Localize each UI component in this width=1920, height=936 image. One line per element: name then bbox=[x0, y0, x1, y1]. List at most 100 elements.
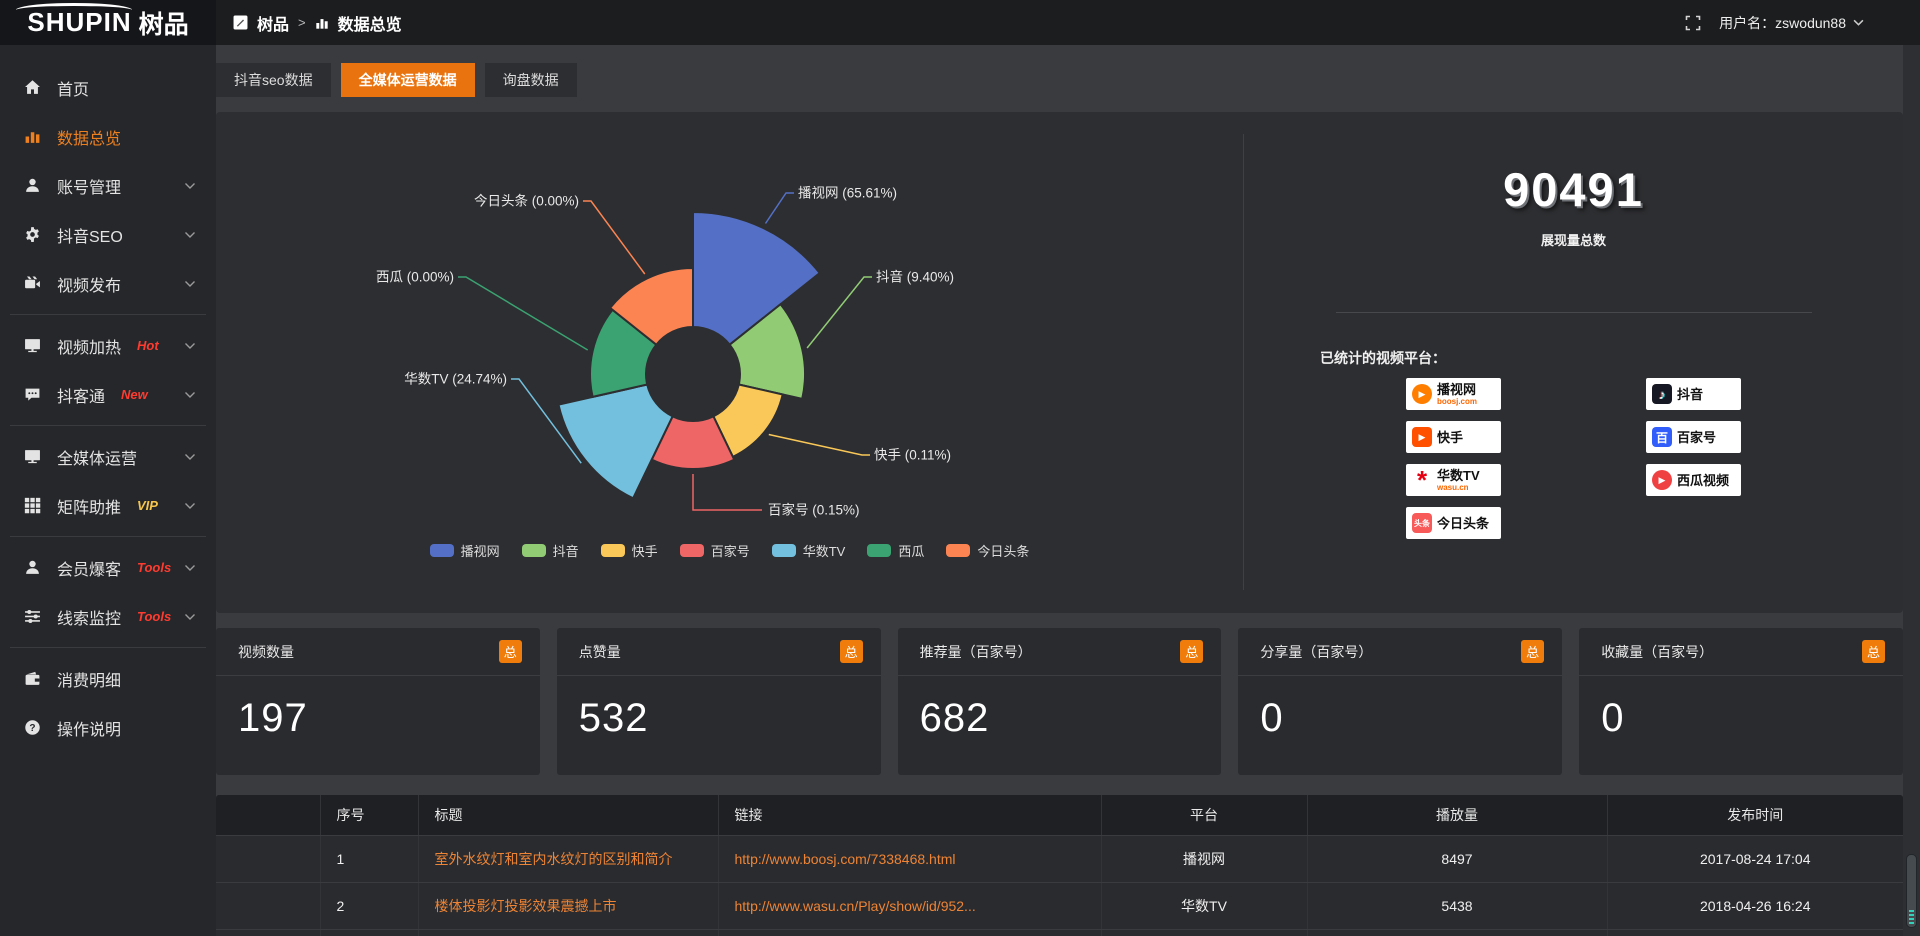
video-title-link[interactable]: 楼体投影灯投影效果震撼上市 bbox=[434, 897, 617, 914]
pie-label-百家号: 百家号 (0.15%) bbox=[768, 502, 860, 518]
sidebar-item-操作说明[interactable]: ? 操作说明 bbox=[0, 703, 216, 752]
user-menu[interactable]: 用户名：zswodun88 bbox=[1719, 13, 1864, 33]
sidebar-item-线索监控[interactable]: 线索监控 Tools bbox=[0, 592, 216, 641]
legend-item-今日头条[interactable]: 今日头条 bbox=[946, 541, 1029, 560]
sliders-icon bbox=[24, 608, 42, 626]
stat-card-value: 0 bbox=[1601, 696, 1625, 740]
cell-published: 2018-04-26 16:24 bbox=[1607, 882, 1903, 930]
grid-icon bbox=[24, 497, 42, 515]
platform-name: 今日头条 bbox=[1437, 515, 1490, 531]
logo: SHUPIN 树品 bbox=[0, 0, 216, 45]
platform-name: 华数TV bbox=[1437, 467, 1480, 483]
legend-item-西瓜[interactable]: 西瓜 bbox=[867, 541, 924, 560]
monitor-icon bbox=[24, 337, 42, 355]
tab-抖音seo数据[interactable]: 抖音seo数据 bbox=[216, 63, 331, 97]
sidebar-item-矩阵助推[interactable]: 矩阵助推 VIP bbox=[0, 481, 216, 530]
rose-pie-chart: 播视网 (65.61%) 抖音 (9.40%) 快手 (0.11%) 百家号 (0.1… bbox=[376, 186, 954, 518]
sidebar-item-抖音SEO[interactable]: 抖音SEO bbox=[0, 210, 216, 259]
platform-badge-今日头条: 头条 今日头条 bbox=[1406, 507, 1501, 539]
chevron-down-icon bbox=[184, 502, 196, 510]
sidebar-divider bbox=[10, 314, 206, 315]
sidebar-item-label: 账号管理 bbox=[57, 179, 122, 197]
screen-icon bbox=[24, 448, 42, 466]
summary-panel: 90491 展现量总数 已统计的视频平台： ▶ 播视网 boosj.com ♪ 抖音 ▶ 快… bbox=[1244, 112, 1903, 613]
boosj-logo: ▶ bbox=[1412, 384, 1432, 404]
page-scrollbar[interactable] bbox=[1903, 45, 1920, 936]
panel-divider bbox=[1243, 134, 1244, 590]
pie-slice-今日头条[interactable] bbox=[608, 266, 694, 347]
legend-item-百家号[interactable]: 百家号 bbox=[679, 541, 750, 560]
main-content: 抖音seo数据 全媒体运营数据 询盘数据 播视网 (65.61%) 抖音 (9.40%… bbox=[216, 45, 1903, 936]
sidebar-item-消费明细[interactable]: 消费明细 bbox=[0, 654, 216, 703]
legend-label: 播视网 bbox=[460, 544, 500, 559]
legend-item-播视网[interactable]: 播视网 bbox=[429, 541, 500, 560]
stat-card-收藏量（百家号）: 收藏量（百家号） 总 0 bbox=[1579, 628, 1903, 775]
sidebar-item-账号管理[interactable]: 账号管理 bbox=[0, 161, 216, 210]
tab-全媒体运营数据[interactable]: 全媒体运营数据 bbox=[340, 63, 475, 97]
chart-legend: 播视网 抖音 快手 百家号 华数TV 西瓜 今日头条 bbox=[216, 541, 1243, 560]
bar-chart-icon bbox=[315, 16, 329, 30]
pie-label-华数TV: 华数TV (24.74%) bbox=[404, 372, 507, 387]
pie-label-今日头条: 今日头条 (0.00%) bbox=[474, 193, 579, 209]
douyin-logo: ♪ bbox=[1652, 384, 1672, 404]
breadcrumb-item-home[interactable]: 树品 bbox=[257, 16, 290, 34]
video-url-link[interactable]: http://www.boosj.com/7338468.html bbox=[734, 850, 956, 867]
total-badge: 总 bbox=[839, 640, 863, 663]
platforms-grid: ▶ 播视网 boosj.com ♪ 抖音 ▶ 快手 百百家号 * 华数TV wasu.cn ▶ 西瓜视频… bbox=[1406, 378, 1741, 539]
pie-label-line-西瓜 bbox=[458, 276, 589, 351]
pie-label-西瓜: 西瓜 (0.00%) bbox=[376, 270, 454, 285]
sidebar-item-视频加热[interactable]: 视频加热 Hot bbox=[0, 321, 216, 370]
platform-badge-快手: ▶ 快手 bbox=[1406, 421, 1501, 453]
legend-item-快手[interactable]: 快手 bbox=[600, 541, 658, 560]
stat-card-分享量（百家号）: 分享量（百家号） 总 0 bbox=[1238, 628, 1563, 775]
cell-platform: 华数TV bbox=[1101, 882, 1308, 930]
chevron-down-icon bbox=[184, 280, 196, 288]
platform-name: 快手 bbox=[1437, 429, 1464, 445]
platform-badge-华数TV: * 华数TV wasu.cn bbox=[1406, 464, 1501, 496]
legend-label: 百家号 bbox=[710, 544, 750, 559]
fullscreen-icon[interactable] bbox=[1685, 15, 1701, 31]
video-title-link[interactable]: 室外水纹灯和室内水纹灯的区别和简介 bbox=[434, 850, 673, 867]
scrollbar-thumb[interactable] bbox=[1906, 854, 1917, 928]
help-icon: ? bbox=[24, 719, 42, 737]
user-icon bbox=[24, 559, 42, 577]
legend-item-抖音[interactable]: 抖音 bbox=[521, 541, 579, 560]
legend-label: 抖音 bbox=[552, 544, 579, 559]
breadcrumb-item-current: 数据总览 bbox=[337, 16, 402, 34]
stat-cards-row: 视频数量总 197 点赞量总 532 推荐量（百家号）总 682 分享量（百家号）总 0 收藏量… bbox=[216, 628, 1903, 775]
svg-text:?: ? bbox=[29, 723, 35, 734]
sidebar-item-首页[interactable]: 首页 bbox=[0, 63, 216, 112]
pie-label-抖音: 抖音 (9.40%) bbox=[876, 269, 954, 285]
cell-index: 2 bbox=[320, 882, 419, 930]
pie-slice-百家号[interactable] bbox=[650, 414, 736, 470]
chat-icon bbox=[24, 386, 42, 404]
pie-label-播视网: 播视网 (65.61%) bbox=[798, 186, 897, 201]
video-url-link[interactable]: http://www.wasu.cn/Play/show/id/952... bbox=[734, 897, 976, 914]
legend-item-华数TV[interactable]: 华数TV bbox=[771, 541, 845, 560]
pie-slice-播视网[interactable] bbox=[692, 210, 822, 347]
sidebar-item-label: 抖音SEO bbox=[57, 228, 123, 246]
sidebar-item-label: 数据总览 bbox=[57, 130, 122, 148]
stat-card-value: 532 bbox=[578, 696, 649, 740]
legend-chip bbox=[867, 544, 892, 557]
sidebar-item-会员爆客[interactable]: 会员爆客 Tools bbox=[0, 543, 216, 592]
sidebar-item-抖客通[interactable]: 抖客通 New bbox=[0, 370, 216, 419]
legend-label: 今日头条 bbox=[977, 544, 1030, 559]
table-header: 序号 标题 链接 平台 播放量 发布时间 bbox=[216, 795, 1903, 836]
sidebar-item-数据总览[interactable]: 数据总览 bbox=[0, 112, 216, 161]
pie-slice-快手[interactable] bbox=[712, 383, 784, 459]
sidebar-item-label: 消费明细 bbox=[57, 672, 122, 690]
sidebar-item-badge: New bbox=[121, 387, 148, 402]
pie-label-快手: 快手 (0.11%) bbox=[874, 448, 951, 463]
sidebar-item-视频发布[interactable]: 视频发布 bbox=[0, 259, 216, 308]
sidebar-item-全媒体运营[interactable]: 全媒体运营 bbox=[0, 432, 216, 481]
cell-plays: 5438 bbox=[1307, 882, 1608, 930]
pie-slice-华数TV[interactable] bbox=[557, 383, 674, 500]
sidebar-item-badge: Tools bbox=[137, 609, 172, 624]
legend-label: 西瓜 bbox=[898, 544, 925, 559]
pie-label-line-今日头条 bbox=[583, 200, 646, 275]
chevron-down-icon bbox=[184, 231, 196, 239]
pie-slice-抖音[interactable] bbox=[728, 302, 807, 401]
stat-card-value: 197 bbox=[238, 696, 308, 740]
tab-询盘数据[interactable]: 询盘数据 bbox=[484, 63, 577, 97]
